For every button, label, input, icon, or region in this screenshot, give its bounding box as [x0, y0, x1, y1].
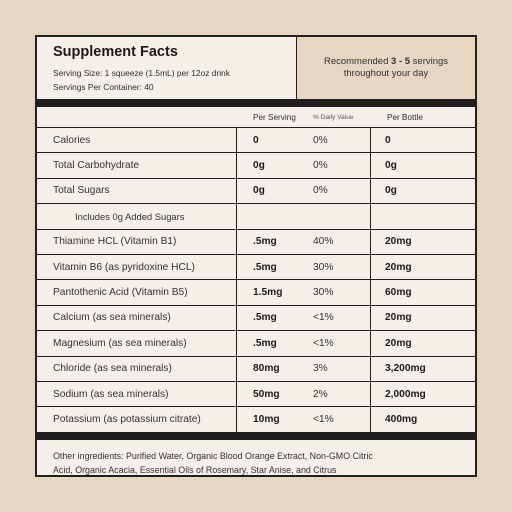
recommendation-line-2: throughout your day [343, 68, 429, 79]
per-bottle-value: 0g [385, 160, 397, 172]
per-bottle-value: 60mg [385, 287, 412, 299]
thick-divider-bottom [37, 432, 475, 440]
table-row: Thiamine HCL (Vitamin B1) .5mg 40% 20mg [37, 229, 475, 255]
recommended-servings: 3 - 5 [391, 56, 411, 67]
per-serving-value: 0g [253, 160, 265, 172]
per-bottle-value: 0g [385, 185, 397, 197]
nutrient-name: Potassium (as potassium citrate) [37, 407, 237, 432]
per-serving-value: .5mg [253, 337, 277, 349]
per-serving-value: .5mg [253, 261, 277, 273]
per-serving-value: 10mg [253, 413, 280, 425]
table-row: Chloride (as sea minerals) 80mg 3% 3,200mg [37, 356, 475, 382]
daily-value: 0% [297, 153, 371, 178]
per-bottle-value: 400mg [385, 413, 418, 425]
daily-value: 0% [297, 178, 371, 204]
daily-value: <1% [297, 305, 371, 331]
per-bottle-value: 20mg [385, 261, 412, 273]
table-row: Calcium (as sea minerals) .5mg <1% 20mg [37, 305, 475, 332]
nutrient-name: Magnesium (as sea minerals) [37, 331, 237, 356]
per-serving-value: 1.5mg [253, 287, 283, 299]
per-serving-value: .5mg [253, 312, 277, 324]
supplement-facts-panel: Supplement Facts Serving Size: 1 squeeze… [35, 35, 477, 477]
table-row: Total Carbohydrate 0g 0% 0g [37, 153, 475, 179]
table-row: Sodium (as sea minerals) 50mg 2% 2,000mg [37, 381, 475, 408]
nutrient-name: Pantothenic Acid (Vitamin B5) [37, 280, 237, 305]
nutrient-name: Sodium (as sea minerals) [37, 381, 237, 407]
header-daily-value: % Daily Value [313, 113, 354, 121]
per-serving-value: 0 [253, 134, 259, 146]
daily-value: 30% [297, 254, 371, 280]
per-bottle-value: 20mg [385, 236, 412, 248]
recommendation-line-1: Recommended 3 - 5 servings [323, 56, 449, 67]
nutrient-name: Vitamin B6 (as pyridoxine HCL) [37, 254, 237, 280]
serving-size: Serving Size: 1 squeeze (1.5mL) per 12oz… [53, 68, 230, 78]
daily-value: <1% [297, 407, 371, 432]
daily-value: <1% [297, 331, 371, 356]
daily-value [297, 204, 371, 229]
serving-info: Supplement Facts Serving Size: 1 squeeze… [37, 37, 297, 99]
panel-title: Supplement Facts [53, 44, 178, 60]
table-row: Vitamin B6 (as pyridoxine HCL) .5mg 30% 20m… [37, 254, 475, 281]
nutrient-name: Chloride (as sea minerals) [37, 356, 237, 381]
panel-header: Supplement Facts Serving Size: 1 squeeze… [37, 37, 475, 100]
daily-value: 0% [297, 128, 371, 153]
per-bottle-value: 2,000mg [385, 388, 426, 400]
nutrient-name: Calories [37, 128, 237, 153]
table-row: Magnesium (as sea minerals) .5mg <1% 20mg [37, 331, 475, 357]
nutrient-name: Total Carbohydrate [37, 153, 237, 178]
other-ingredients: Other ingredients: Purified Water, Organ… [37, 440, 475, 477]
nutrient-name: Calcium (as sea minerals) [37, 305, 237, 331]
thick-divider [37, 100, 475, 107]
nutrient-name: Total Sugars [37, 178, 237, 204]
table-row: Calories 0 0% 0 [37, 128, 475, 154]
table-row: Potassium (as potassium citrate) 10mg <1% 4… [37, 407, 475, 433]
table-row: Total Sugars 0g 0% 0g [37, 178, 475, 205]
per-serving-value: 0g [253, 185, 265, 197]
daily-value: 30% [297, 280, 371, 305]
table-row: Pantothenic Acid (Vitamin B5) 1.5mg 30% 60m… [37, 280, 475, 306]
daily-value: 2% [297, 381, 371, 407]
per-bottle-value: 20mg [385, 337, 412, 349]
per-serving-value: 50mg [253, 388, 280, 400]
servings-per-container: Servings Per Container: 40 [53, 82, 154, 92]
ingredients-line-2: Acid, Organic Acacia, Essential Oils of … [53, 464, 337, 475]
ingredients-line-1: Other ingredients: Purified Water, Organ… [53, 450, 373, 461]
nutrient-name: Thiamine HCL (Vitamin B1) [37, 229, 237, 254]
per-bottle-value: 3,200mg [385, 363, 426, 375]
column-headers: Per Serving % Daily Value Per Bottle [37, 107, 475, 128]
per-bottle-value: 0 [385, 134, 391, 146]
header-per-serving: Per Serving [253, 112, 296, 122]
per-serving-value: 80mg [253, 363, 280, 375]
table-row: Includes 0g Added Sugars [37, 204, 475, 230]
header-per-bottle: Per Bottle [387, 112, 423, 122]
recommendation-box: Recommended 3 - 5 servings throughout yo… [297, 37, 475, 99]
per-bottle-value: 20mg [385, 312, 412, 324]
nutrient-name: Includes 0g Added Sugars [37, 204, 237, 229]
daily-value: 3% [297, 356, 371, 381]
nutrient-rows: Calories 0 0% 0 Total Carbohydrate 0g 0% 0g Tota… [37, 128, 475, 433]
per-serving-value: .5mg [253, 236, 277, 248]
daily-value: 40% [297, 229, 371, 254]
